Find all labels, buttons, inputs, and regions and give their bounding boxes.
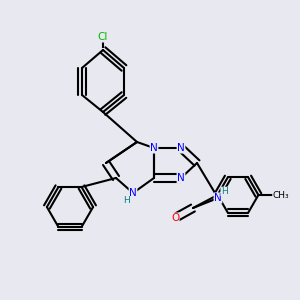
Text: N: N bbox=[150, 143, 158, 153]
Text: N: N bbox=[177, 143, 185, 153]
Text: O: O bbox=[171, 213, 179, 223]
Text: Cl: Cl bbox=[98, 32, 108, 42]
Text: CH₃: CH₃ bbox=[273, 190, 289, 200]
Text: N: N bbox=[214, 193, 222, 203]
Text: H: H bbox=[220, 187, 227, 196]
Text: H: H bbox=[123, 196, 130, 205]
Text: N: N bbox=[177, 173, 185, 183]
Text: N: N bbox=[129, 188, 137, 198]
